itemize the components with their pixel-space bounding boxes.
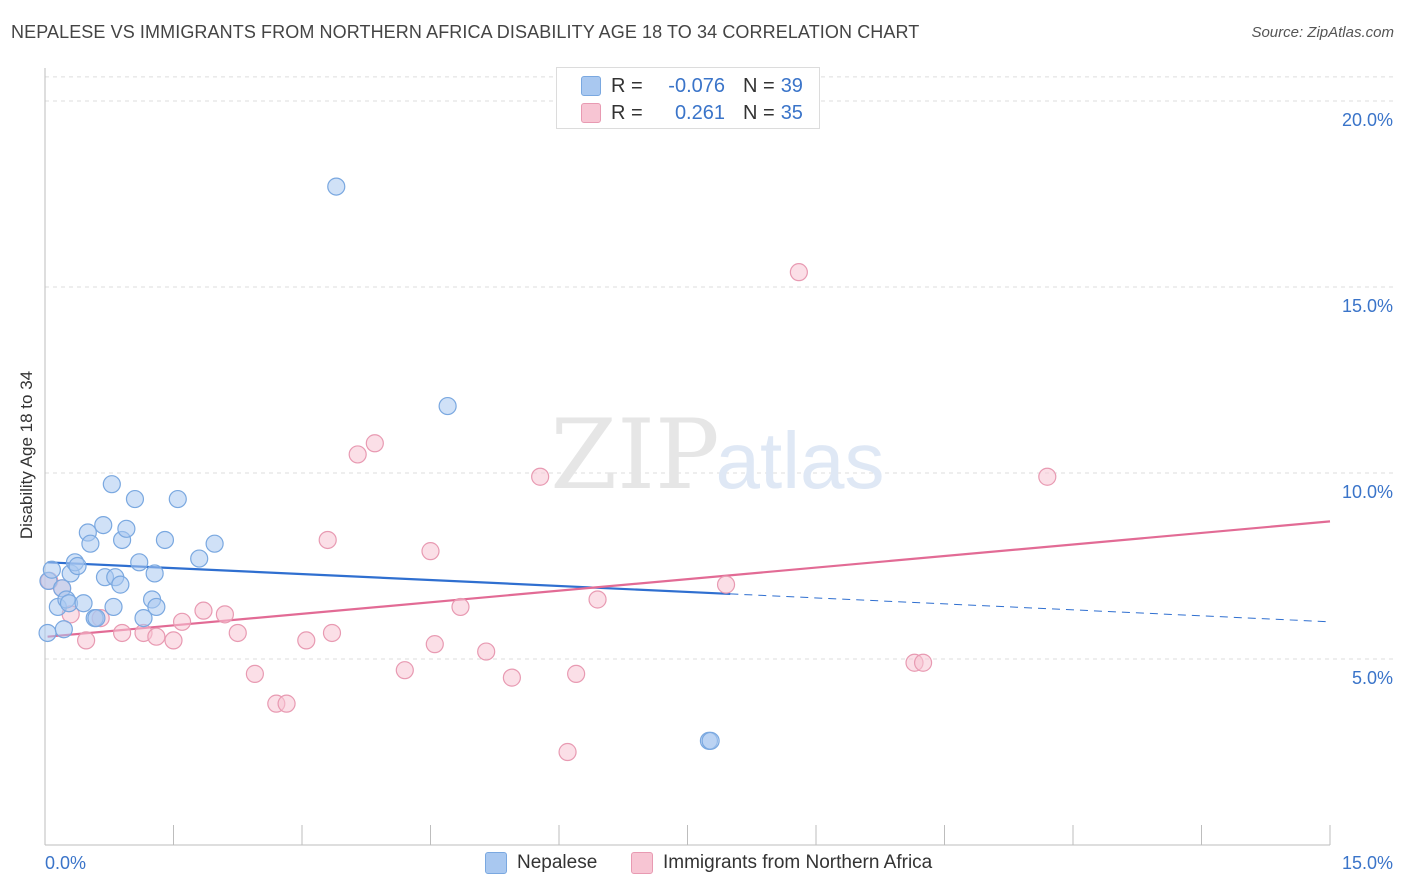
point-nepalese — [81, 534, 100, 553]
point-immigrants — [425, 635, 444, 654]
r-value: 0.261 — [674, 101, 725, 124]
point-nepalese — [104, 597, 123, 617]
r-label: R = — [611, 74, 643, 97]
point-immigrants — [913, 653, 933, 672]
trend-extension-nepalese — [730, 593, 1331, 623]
point-immigrants — [365, 434, 384, 453]
x-tick-label: 0.0% — [45, 853, 86, 873]
data-points — [38, 177, 1057, 762]
y-tick-label: 10.0% — [1342, 482, 1393, 502]
point-immigrants — [277, 694, 296, 713]
n-label: N = — [743, 101, 775, 124]
point-immigrants — [421, 542, 440, 561]
point-immigrants — [531, 467, 550, 486]
point-immigrants — [228, 623, 247, 643]
y-tick-label: 15.0% — [1342, 296, 1393, 316]
point-nepalese — [205, 534, 224, 553]
legend-swatch-nepalese — [581, 76, 601, 96]
x-tick-label: 15.0% — [1342, 853, 1393, 873]
point-immigrants — [77, 631, 96, 650]
point-immigrants — [588, 590, 607, 609]
r-value: -0.076 — [668, 74, 725, 97]
legend-label-immigrants: Immigrants from Northern Africa — [663, 852, 933, 873]
point-immigrants — [194, 601, 213, 620]
point-nepalese — [134, 608, 153, 628]
point-immigrants — [1038, 467, 1057, 486]
watermark-atlas: atlas — [716, 416, 885, 505]
trend-line-immigrants — [47, 520, 1331, 638]
point-immigrants — [322, 623, 342, 643]
point-immigrants — [395, 661, 414, 680]
point-immigrants — [318, 530, 337, 550]
point-nepalese — [701, 731, 720, 750]
source-credit: Source: ZipAtlas.com — [1251, 24, 1394, 41]
legend-swatch-nepalese — [485, 852, 507, 874]
point-immigrants — [297, 631, 316, 650]
point-immigrants — [477, 642, 496, 661]
axes — [44, 68, 1331, 846]
point-nepalese — [168, 489, 187, 509]
tick-labels: 5.0% 10.0% 15.0% 20.0% 0.0% 15.0% — [45, 110, 1393, 873]
r-label: R = — [611, 101, 643, 124]
point-nepalese — [74, 594, 93, 613]
chart-title: NEPALESE VS IMMIGRANTS FROM NORTHERN AFR… — [11, 22, 920, 42]
legend-row-immigrants: R = 0.261 N = 35 — [581, 100, 803, 126]
point-nepalese — [87, 608, 106, 628]
point-nepalese — [190, 549, 209, 568]
y-axis-label: Disability Age 18 to 34 — [17, 370, 36, 540]
point-nepalese — [155, 530, 175, 550]
y-tick-label: 20.0% — [1342, 110, 1393, 130]
point-immigrants — [147, 627, 166, 646]
point-nepalese — [438, 396, 457, 416]
point-nepalese — [38, 623, 57, 643]
n-value: 35 — [780, 101, 803, 124]
legend-item-immigrants: Immigrants from Northern Africa — [631, 852, 932, 874]
legend-item-nepalese: Nepalese — [485, 852, 597, 874]
point-immigrants — [164, 631, 183, 650]
correlation-legend: R = -0.076 N = 39 R = 0.261 N = 35 — [556, 67, 820, 129]
point-nepalese — [145, 564, 164, 583]
point-nepalese — [68, 556, 87, 576]
point-nepalese — [102, 475, 121, 494]
trend-lines — [47, 520, 1331, 638]
point-nepalese — [125, 489, 145, 509]
point-nepalese — [117, 519, 136, 538]
point-nepalese — [94, 515, 113, 535]
legend-row-nepalese: R = -0.076 N = 39 — [581, 73, 803, 99]
watermark-zip: ZIP — [550, 399, 719, 511]
point-nepalese — [42, 560, 61, 579]
point-immigrants — [112, 623, 132, 643]
point-nepalese — [54, 620, 73, 639]
point-immigrants — [558, 742, 577, 762]
n-label: N = — [743, 74, 775, 97]
point-immigrants — [172, 612, 192, 631]
series-legend: Nepalese Immigrants from Northern Africa — [0, 852, 1406, 878]
point-immigrants — [215, 605, 234, 624]
point-immigrants — [789, 263, 808, 282]
y-tick-label: 5.0% — [1352, 668, 1393, 688]
n-value: 39 — [780, 74, 803, 97]
point-immigrants — [567, 664, 586, 683]
watermark: ZIP atlas — [550, 399, 884, 511]
point-immigrants — [451, 597, 470, 617]
point-nepalese — [147, 597, 166, 617]
point-immigrants — [716, 575, 736, 594]
legend-label-nepalese: Nepalese — [517, 852, 598, 873]
point-nepalese — [327, 177, 346, 196]
point-immigrants — [245, 664, 264, 683]
legend-swatch-immigrants — [581, 103, 601, 123]
legend-swatch-immigrants — [631, 852, 653, 874]
point-immigrants — [348, 445, 367, 464]
point-nepalese — [111, 575, 130, 594]
point-nepalese — [130, 553, 149, 572]
point-immigrants — [502, 668, 521, 687]
